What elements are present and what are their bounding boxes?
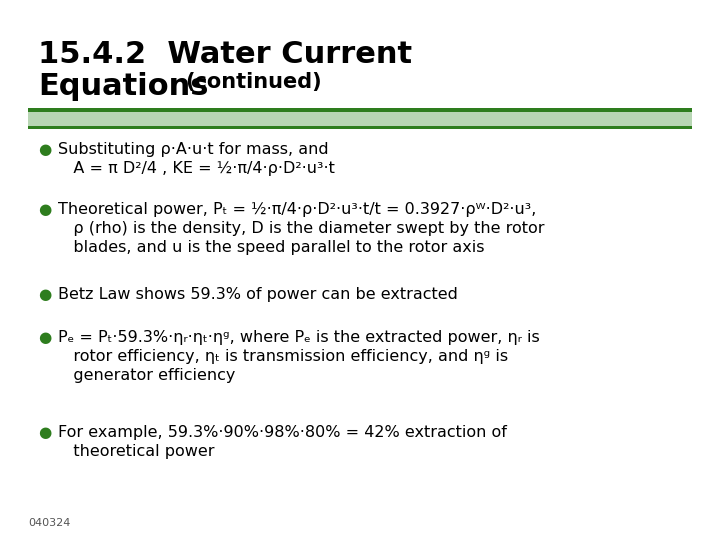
Text: ●: ●: [38, 330, 51, 345]
Text: 040324: 040324: [28, 518, 71, 528]
Text: ●: ●: [38, 425, 51, 440]
Text: (continued): (continued): [185, 72, 322, 92]
Text: Equations: Equations: [38, 72, 209, 101]
Text: ●: ●: [38, 142, 51, 157]
Bar: [28, 111, 692, 125]
Text: 15.4.2  Water Current: 15.4.2 Water Current: [38, 40, 412, 69]
Text: ●: ●: [38, 287, 51, 302]
Text: ●: ●: [38, 202, 51, 217]
Text: Pₑ = Pₜ·59.3%·ηᵣ·ηₜ·ηᵍ, where Pₑ is the extracted power, ηᵣ is
   rotor efficien: Pₑ = Pₜ·59.3%·ηᵣ·ηₜ·ηᵍ, where Pₑ is the …: [58, 330, 540, 383]
Bar: [28, 108, 692, 129]
Text: Substituting ρ·A·u·t for mass, and
   A = π D²/4 , KE = ½·π/4·ρ·D²·u³·t: Substituting ρ·A·u·t for mass, and A = π…: [58, 142, 335, 176]
Text: For example, 59.3%·90%·98%·80% = 42% extraction of
   theoretical power: For example, 59.3%·90%·98%·80% = 42% ext…: [58, 425, 507, 459]
Text: Betz Law shows 59.3% of power can be extracted: Betz Law shows 59.3% of power can be ext…: [58, 287, 458, 302]
Text: Theoretical power, Pₜ = ½·π/4·ρ·D²·u³·t/t = 0.3927·ρᵂ·D²·u³,
   ρ (rho) is the d: Theoretical power, Pₜ = ½·π/4·ρ·D²·u³·t/…: [58, 202, 544, 255]
